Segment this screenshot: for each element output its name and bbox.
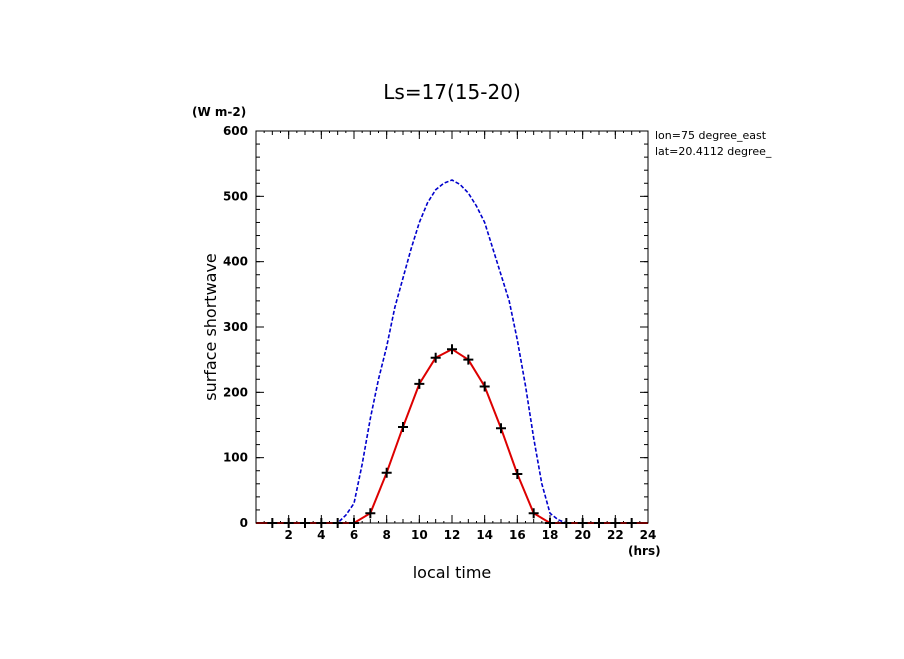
x-tick-label: 4 (317, 528, 325, 542)
series-line-solid-red (256, 348, 648, 524)
data-point-marker (496, 423, 506, 434)
data-point-marker (398, 421, 408, 432)
x-tick-label: 24 (640, 528, 657, 542)
x-tick-label: 6 (350, 528, 358, 542)
x-tick-label: 2 (284, 528, 292, 542)
y-tick-label: 400 (223, 255, 248, 269)
x-tick-label: 14 (476, 528, 493, 542)
x-tick-label: 20 (574, 528, 591, 542)
data-point-marker (528, 508, 539, 519)
chart-title: Ls=17(15-20) (383, 80, 521, 104)
x-tick-label: 22 (607, 528, 624, 542)
data-point-marker (463, 354, 474, 365)
x-tick-label: 12 (444, 528, 461, 542)
y-tick-label: 500 (223, 189, 248, 203)
x-axis-label: local time (413, 563, 492, 582)
x-tick-label: 16 (509, 528, 526, 542)
data-point-marker (479, 381, 490, 392)
y-tick-label: 0 (240, 516, 248, 530)
y-tick-label: 100 (223, 451, 248, 465)
data-point-marker (512, 469, 523, 479)
data-point-marker (447, 344, 457, 355)
x-unit-label: (hrs) (628, 544, 661, 558)
info-lat: lat=20.4112 degree_ (655, 145, 772, 158)
info-lon: lon=75 degree_east (655, 129, 767, 142)
x-tick-label: 8 (382, 528, 390, 542)
data-point-marker (381, 467, 392, 478)
data-point-marker (365, 508, 376, 519)
y-tick-label: 200 (223, 385, 248, 399)
series-line-dashed-blue (256, 179, 648, 524)
data-point-marker (414, 378, 425, 389)
plot-frame (255, 130, 649, 524)
y-tick-label: 600 (223, 124, 248, 138)
x-tick-label: 18 (542, 528, 559, 542)
series-layer (256, 179, 648, 528)
y-unit-label: (W m-2) (192, 105, 246, 119)
y-axis-label: surface shortwave (201, 253, 220, 401)
y-tick-label: 300 (223, 320, 248, 334)
x-tick-label: 10 (411, 528, 428, 542)
data-point-marker (430, 352, 441, 363)
